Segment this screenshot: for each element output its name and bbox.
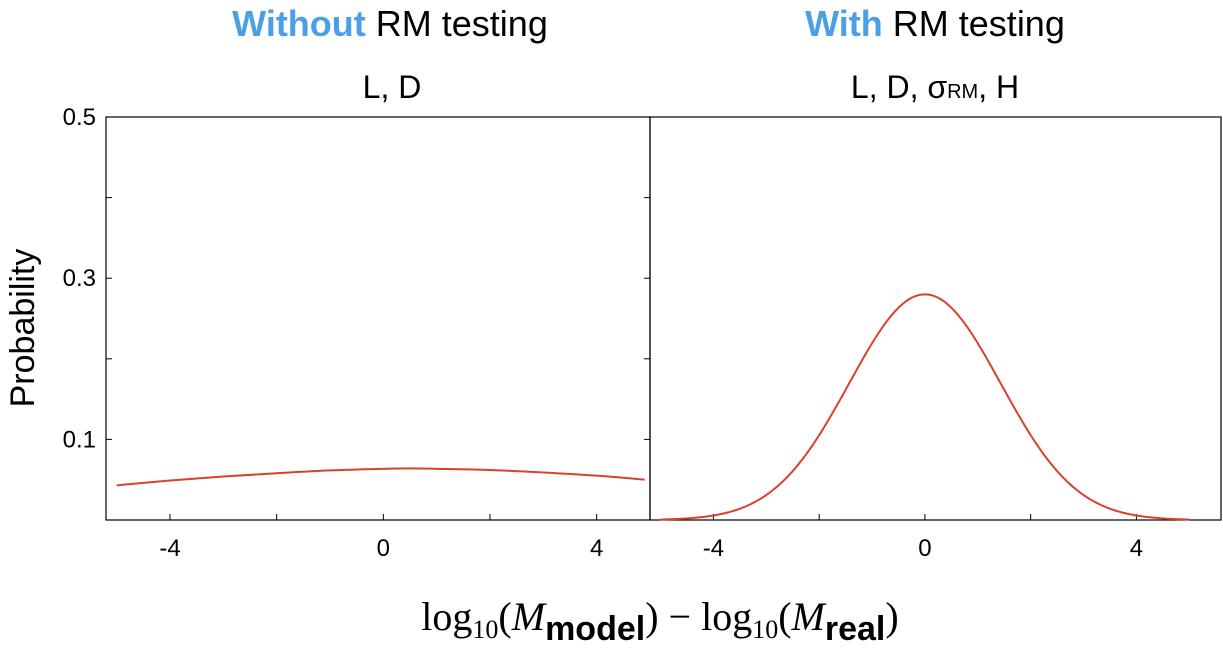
- left-x-tick-label: 0: [377, 535, 390, 562]
- left-series-line: [116, 467, 645, 487]
- right-x-tick-label: 4: [1130, 535, 1143, 562]
- y-tick-label: 0.5: [63, 104, 96, 131]
- right-x-ticks: -4 0 4: [703, 514, 1143, 562]
- right-x-tick-label: -4: [703, 535, 724, 562]
- right-x-tick-label: 0: [918, 535, 931, 562]
- right-panel-header: With RM testing: [805, 3, 1065, 44]
- right-plot-frame: [649, 116, 1222, 521]
- left-plot-area: 0.1 0.3 0.5 -4 0 4: [63, 104, 651, 562]
- left-y-ticks: 0.1 0.3 0.5: [63, 104, 650, 521]
- right-title-post: , H: [978, 69, 1019, 105]
- right-panel-title: L, D, σRM, H: [851, 69, 1019, 105]
- y-tick-label: 0.1: [63, 426, 96, 453]
- y-tick-label: 0.3: [63, 265, 96, 292]
- right-header-highlight: With: [805, 3, 883, 44]
- left-panel-header: Without RM testing: [232, 3, 548, 44]
- left-header-highlight: Without: [232, 3, 366, 44]
- right-title-pre: L, D, σ: [851, 69, 947, 105]
- x-axis-label: log10(Mmodel) − log10(Mreal): [421, 594, 898, 648]
- left-x-tick-label: 4: [590, 535, 603, 562]
- left-header-rest: RM testing: [366, 3, 548, 44]
- right-title-sub: RM: [947, 81, 978, 103]
- left-panel-title: L, D: [363, 69, 422, 105]
- y-axis-label: Probability: [4, 249, 42, 408]
- right-series-line: [660, 293, 1190, 521]
- left-plot-frame: [105, 116, 651, 521]
- right-header-rest: RM testing: [883, 3, 1065, 44]
- right-plot-area: -4 0 4: [649, 116, 1222, 562]
- left-x-ticks: -4 0 4: [159, 514, 603, 562]
- left-x-tick-label: -4: [159, 535, 180, 562]
